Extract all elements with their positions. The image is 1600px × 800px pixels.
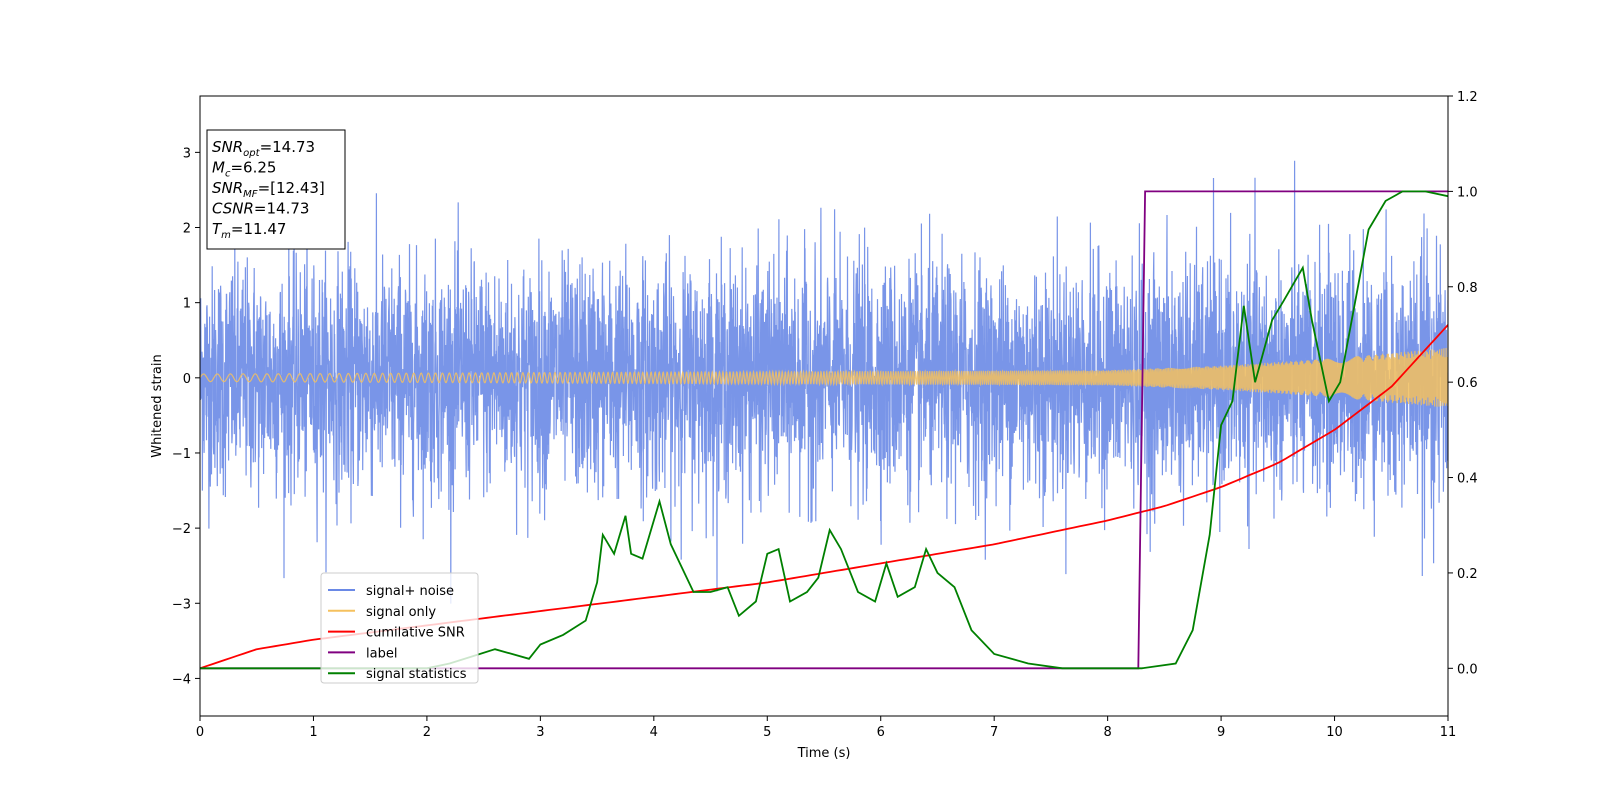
x-axis: 0 1 2 3 4 5 6 7 8 9 10 11 xyxy=(196,716,1456,740)
annotation-line: SNRMF=[12.43] xyxy=(212,179,325,200)
x-tick-label: 9 xyxy=(1217,725,1225,740)
y-left-tick-label: 3 xyxy=(183,146,191,161)
annotation-line: Mc=6.25 xyxy=(212,159,276,180)
y-right-tick-label: 1.2 xyxy=(1457,90,1478,105)
y-left-tick-label: 0 xyxy=(183,372,191,387)
x-tick-label: 7 xyxy=(990,725,998,740)
x-tick-label: 6 xyxy=(877,725,885,740)
y-right-tick-label: 0.4 xyxy=(1457,472,1478,487)
annotation-line: CSNR=14.73 xyxy=(212,200,309,218)
x-tick-label: 1 xyxy=(309,725,317,740)
x-tick-label: 4 xyxy=(650,725,658,740)
y-left-tick-label: −3 xyxy=(172,597,191,612)
legend-label: signal+ noise xyxy=(366,584,454,599)
legend-frame xyxy=(320,572,479,684)
y-right-tick-label: 1.0 xyxy=(1457,185,1478,200)
annotation-line: SNRopt=14.73 xyxy=(212,138,315,159)
x-tick-label: 0 xyxy=(196,725,204,740)
y-axis-label: Whitened strain xyxy=(150,354,165,457)
x-tick-label: 3 xyxy=(536,725,544,740)
y-left-tick-label: −4 xyxy=(172,672,191,687)
y-right-tick-label: 0.8 xyxy=(1457,281,1478,296)
x-tick-label: 2 xyxy=(423,725,431,740)
x-tick-label: 10 xyxy=(1326,725,1343,740)
y-right-tick-label: 0.2 xyxy=(1457,567,1478,582)
series-label xyxy=(200,190,1448,670)
legend-label: label xyxy=(366,646,397,661)
plot-frame xyxy=(199,95,1449,717)
legend-label: signal statistics xyxy=(366,667,467,682)
x-tick-label: 5 xyxy=(763,725,771,740)
y-right-tick-label: 0.6 xyxy=(1457,376,1478,391)
series-signal-only xyxy=(200,347,1448,407)
legend-label: cumilative SNR xyxy=(366,626,465,641)
y-axis-right: 0.0 0.2 0.4 0.6 0.8 1.0 1.2 xyxy=(1448,90,1478,677)
y-left-tick-label: −1 xyxy=(172,447,191,462)
y-right-tick-label: 0.0 xyxy=(1457,662,1478,677)
stats-annotation-box: SNRopt=14.73Mc=6.25SNRMF=[12.43]CSNR=14.… xyxy=(206,129,346,250)
y-left-tick-label: 2 xyxy=(183,222,191,237)
x-tick-label: 11 xyxy=(1440,725,1457,740)
y-axis-left: −4 −3 −2 −1 0 1 2 3 xyxy=(172,146,200,687)
x-axis-label: Time (s) xyxy=(797,746,851,761)
series-signal-statistics xyxy=(200,190,1448,670)
legend: signal+ noise signal only cumilative SNR la… xyxy=(320,572,479,684)
annotation-frame xyxy=(206,129,346,250)
y-left-tick-label: −2 xyxy=(172,522,191,537)
y-left-tick-label: 1 xyxy=(183,297,191,312)
annotation-line: Tm=11.47 xyxy=(212,220,286,241)
x-tick-label: 8 xyxy=(1103,725,1111,740)
legend-label: signal only xyxy=(366,605,436,620)
